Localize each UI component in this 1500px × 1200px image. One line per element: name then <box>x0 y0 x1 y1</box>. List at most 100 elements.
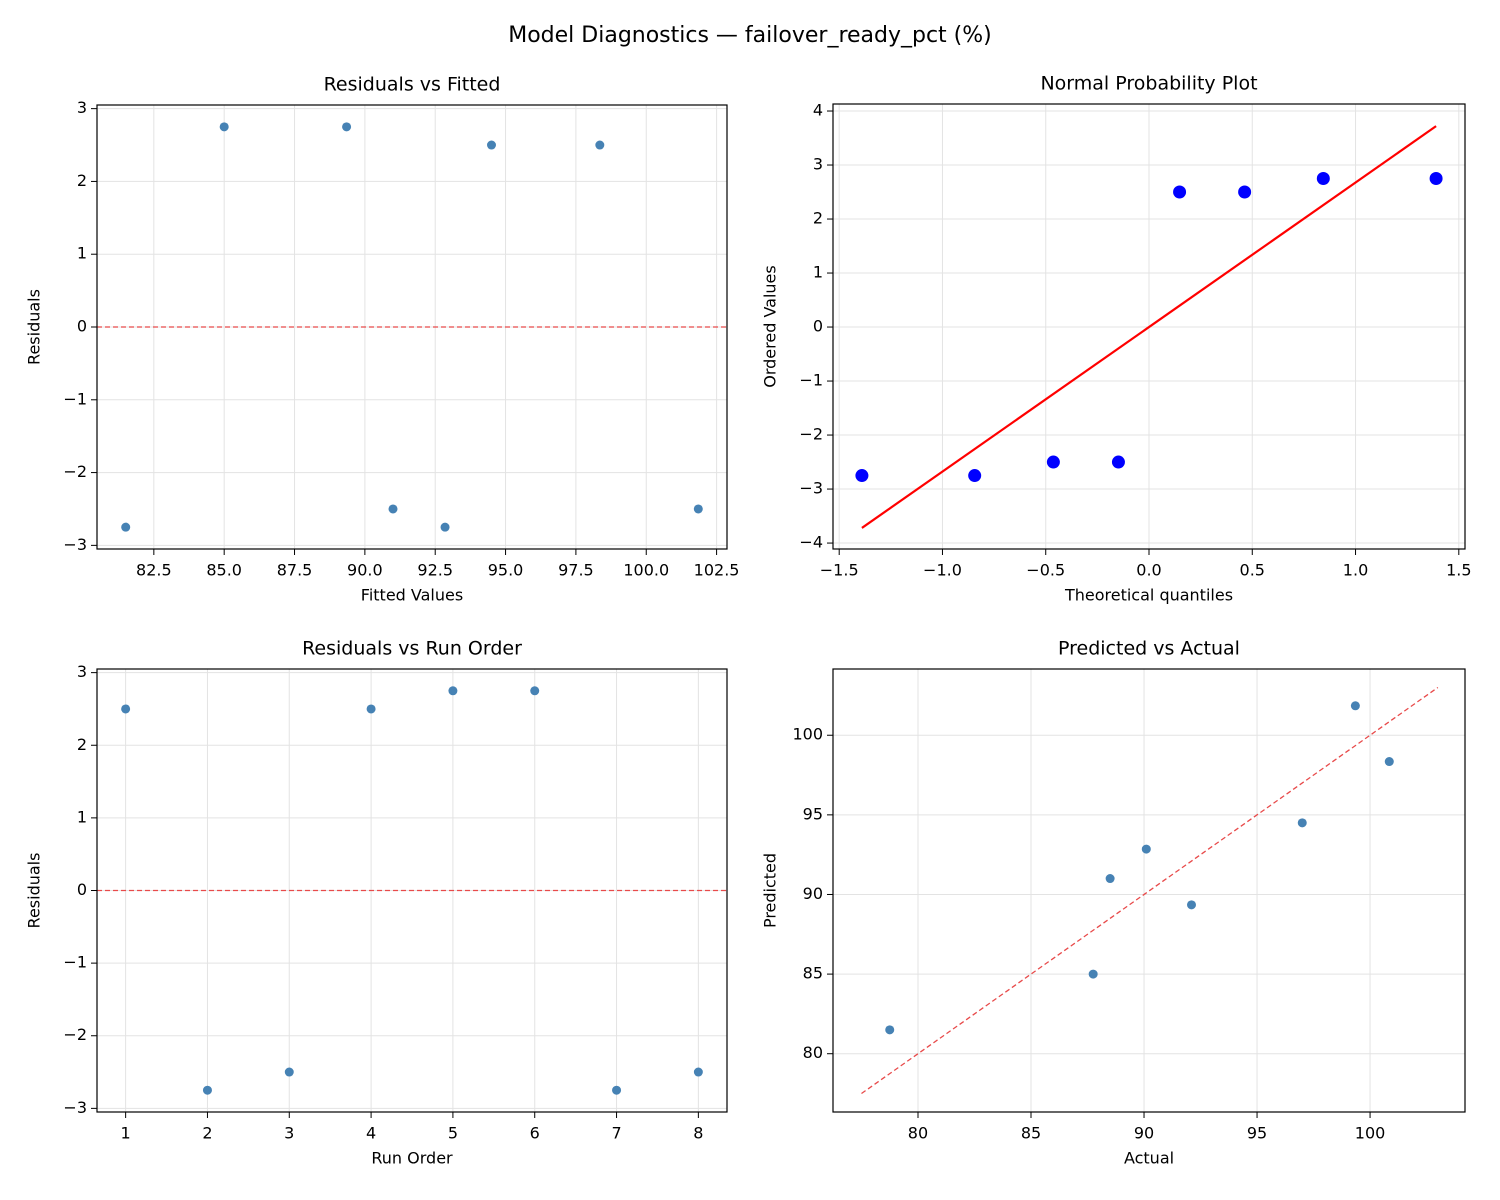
x-tick-label: 1.5 <box>1446 561 1471 580</box>
data-point <box>440 522 450 532</box>
data-point <box>1297 818 1307 828</box>
y-tick-label: 4 <box>813 101 823 120</box>
subplot-title: Residuals vs Fitted <box>324 74 501 96</box>
axes-frame <box>96 668 728 1113</box>
x-axis-label: Fitted Values <box>361 586 463 605</box>
y-tick-label: 2 <box>77 735 87 754</box>
data-point <box>1111 455 1125 469</box>
data-point <box>1384 757 1394 767</box>
data-point <box>388 504 398 514</box>
subplot: 1 2 3 4 5 6 7 8 −3 −2 −1 0 1 2 3 Residuals vs Run Order… <box>25 638 728 1168</box>
data-point <box>1429 172 1443 186</box>
x-tick-label: −1.0 <box>923 561 962 580</box>
data-point <box>121 522 131 532</box>
data-point <box>612 1085 622 1095</box>
y-tick-label: 3 <box>813 155 823 174</box>
y-tick-label: −1 <box>63 953 87 972</box>
x-axis-label: Theoretical quantiles <box>1064 586 1233 605</box>
data-point <box>1046 455 1060 469</box>
fit-line <box>861 686 1439 1095</box>
x-tick-label: −1.5 <box>820 561 859 580</box>
x-tick-label: 5 <box>448 1124 458 1143</box>
data-point <box>1350 701 1360 711</box>
data-point <box>121 704 131 714</box>
x-axis-label: Actual <box>1124 1149 1174 1168</box>
data-point <box>1141 844 1151 854</box>
data-point <box>968 469 982 483</box>
data-point <box>366 704 376 714</box>
y-axis-label: Residuals <box>25 289 44 365</box>
data-point <box>530 686 540 696</box>
x-tick-label: 7 <box>611 1124 621 1143</box>
x-tick-label: 87.5 <box>277 561 313 580</box>
data-point <box>448 686 458 696</box>
y-tick-label: −4 <box>799 533 823 552</box>
y-tick-label: −3 <box>799 479 823 498</box>
y-tick-label: 1 <box>813 263 823 282</box>
y-tick-label: −2 <box>63 462 87 481</box>
x-tick-label: 100 <box>1355 1124 1386 1143</box>
data-point <box>595 140 605 150</box>
data-point <box>1173 185 1187 199</box>
y-tick-label: 1 <box>77 244 87 263</box>
y-axis-label: Ordered Values <box>761 265 780 387</box>
y-tick-label: −3 <box>63 535 87 554</box>
data-point <box>693 504 703 514</box>
subplot: −1.5 −1.0 −0.5 0.0 0.5 1.0 1.5 −4 −3 −2 −1 0 1 2 3 4 Nor… <box>761 73 1472 605</box>
data-point <box>202 1085 212 1095</box>
x-tick-label: 1 <box>121 1124 131 1143</box>
x-tick-label: 1.0 <box>1343 561 1368 580</box>
y-tick-label: 1 <box>77 807 87 826</box>
x-tick-label: 4 <box>366 1124 376 1143</box>
x-tick-label: 95.0 <box>488 561 524 580</box>
data-point <box>1316 172 1330 186</box>
subplot: 80 85 90 95 100 80 85 90 95 100 Predicted vs Actua… <box>761 638 1466 1168</box>
y-tick-label: −2 <box>63 1025 87 1044</box>
subplot: 82.5 85.0 87.5 90.0 92.5 95.0 97.5 100.0 102.5 −3… <box>25 74 740 605</box>
figure-title: Model Diagnostics — failover_ready_pct (… <box>508 23 992 48</box>
x-tick-label: 102.5 <box>694 561 740 580</box>
subplot-title: Predicted vs Actual <box>1058 638 1240 660</box>
x-tick-label: 100.0 <box>623 561 669 580</box>
x-tick-label: −0.5 <box>1026 561 1065 580</box>
fit-line <box>861 125 1437 529</box>
data-point <box>342 122 352 132</box>
y-tick-label: 90 <box>803 884 823 903</box>
data-point <box>885 1025 895 1035</box>
y-tick-label: 3 <box>77 98 87 117</box>
data-point <box>1186 900 1196 910</box>
x-tick-label: 0.5 <box>1240 561 1265 580</box>
y-tick-label: 80 <box>803 1043 823 1062</box>
data-point <box>1105 874 1115 884</box>
y-axis-label: Predicted <box>761 853 780 928</box>
subplot-title: Normal Probability Plot <box>1040 73 1257 95</box>
axes-frame <box>96 104 728 550</box>
y-tick-label: −3 <box>63 1098 87 1117</box>
data-point <box>284 1067 294 1077</box>
y-tick-label: −1 <box>799 371 823 390</box>
x-axis-label: Run Order <box>371 1149 453 1168</box>
y-tick-label: 100 <box>792 725 823 744</box>
data-point <box>693 1067 703 1077</box>
x-tick-label: 3 <box>284 1124 294 1143</box>
x-tick-label: 2 <box>202 1124 212 1143</box>
data-point <box>219 122 229 132</box>
x-tick-label: 85.0 <box>206 561 242 580</box>
x-tick-label: 95 <box>1247 1124 1267 1143</box>
y-tick-label: 95 <box>803 804 823 823</box>
x-tick-label: 90 <box>1134 1124 1154 1143</box>
y-tick-label: −2 <box>799 425 823 444</box>
data-point <box>855 469 869 483</box>
y-tick-label: 2 <box>77 171 87 190</box>
x-tick-label: 92.5 <box>417 561 453 580</box>
x-tick-label: 8 <box>693 1124 703 1143</box>
x-tick-label: 80 <box>908 1124 928 1143</box>
x-tick-label: 85 <box>1021 1124 1041 1143</box>
y-axis-label: Residuals <box>25 853 44 929</box>
subplot-title: Residuals vs Run Order <box>302 638 522 660</box>
axes-frame <box>832 103 1466 550</box>
data-point <box>1238 185 1252 199</box>
x-tick-label: 97.5 <box>558 561 594 580</box>
